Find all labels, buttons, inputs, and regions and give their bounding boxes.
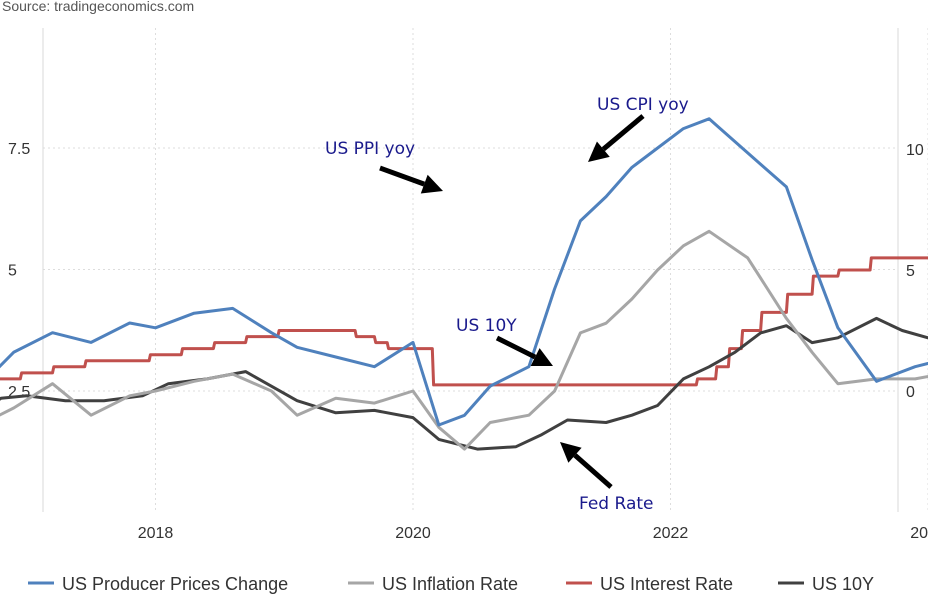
x-axis-ticks: 20182020202220242026 xyxy=(138,525,928,542)
series-line-us-interest-rate xyxy=(0,256,928,387)
legend-label: US Interest Rate xyxy=(600,574,733,594)
legend-label: US Inflation Rate xyxy=(382,574,518,594)
source-credit: Source: tradingeconomics.com xyxy=(2,0,194,14)
arrow-shaft xyxy=(495,335,537,360)
annotations: US PPI yoy US CPI yoy US 10Y Fed Rate xyxy=(325,95,689,514)
y-right-tick-label: 5 xyxy=(906,263,915,280)
y-right-tick-label: 0 xyxy=(906,384,915,401)
y-left-tick-label: 7.5 xyxy=(8,141,30,158)
x-tick-label: 2018 xyxy=(138,525,174,542)
y-right-tick-label: 10 xyxy=(906,142,924,159)
legend-label: US 10Y xyxy=(812,574,874,594)
legend-item-us-10y[interactable]: US 10Y xyxy=(778,574,874,594)
left-y-axis-ticks: 2.557.5 xyxy=(8,141,30,401)
annotation-label: US PPI yoy xyxy=(325,139,415,159)
annotation-label: US 10Y xyxy=(456,316,517,336)
grid xyxy=(43,28,928,512)
y-left-tick-label: 5 xyxy=(8,263,17,280)
series-lines xyxy=(0,117,928,451)
annotation-label: Fed Rate xyxy=(579,494,653,514)
legend-item-us-inflation-rate[interactable]: US Inflation Rate xyxy=(348,574,518,594)
legend-item-us-interest-rate[interactable]: US Interest Rate xyxy=(566,574,733,594)
x-tick-label: 2020 xyxy=(395,525,431,542)
arrow-head xyxy=(588,141,610,162)
legend-item-us-producer-prices-change[interactable]: US Producer Prices Change xyxy=(28,574,288,594)
arrow-shaft xyxy=(601,114,645,152)
legend[interactable]: US Producer Prices Change US Inflation Ra… xyxy=(28,574,874,594)
series-line-us-inflation-rate xyxy=(0,229,928,451)
series-line-us-producer-prices-change xyxy=(0,117,928,427)
legend-label: US Producer Prices Change xyxy=(62,574,288,594)
x-tick-label: 2024 xyxy=(910,525,928,542)
arrow-head xyxy=(420,174,443,194)
arrow-shaft xyxy=(573,453,613,489)
annotation-label: US CPI yoy xyxy=(597,95,689,115)
arrow-shaft xyxy=(379,165,426,187)
annotation-arrows xyxy=(379,114,645,489)
arrow-head xyxy=(560,442,582,463)
x-tick-label: 2022 xyxy=(653,525,689,542)
right-y-axis-ticks: 0 5 10 xyxy=(906,142,924,401)
arrow-head xyxy=(530,348,553,366)
